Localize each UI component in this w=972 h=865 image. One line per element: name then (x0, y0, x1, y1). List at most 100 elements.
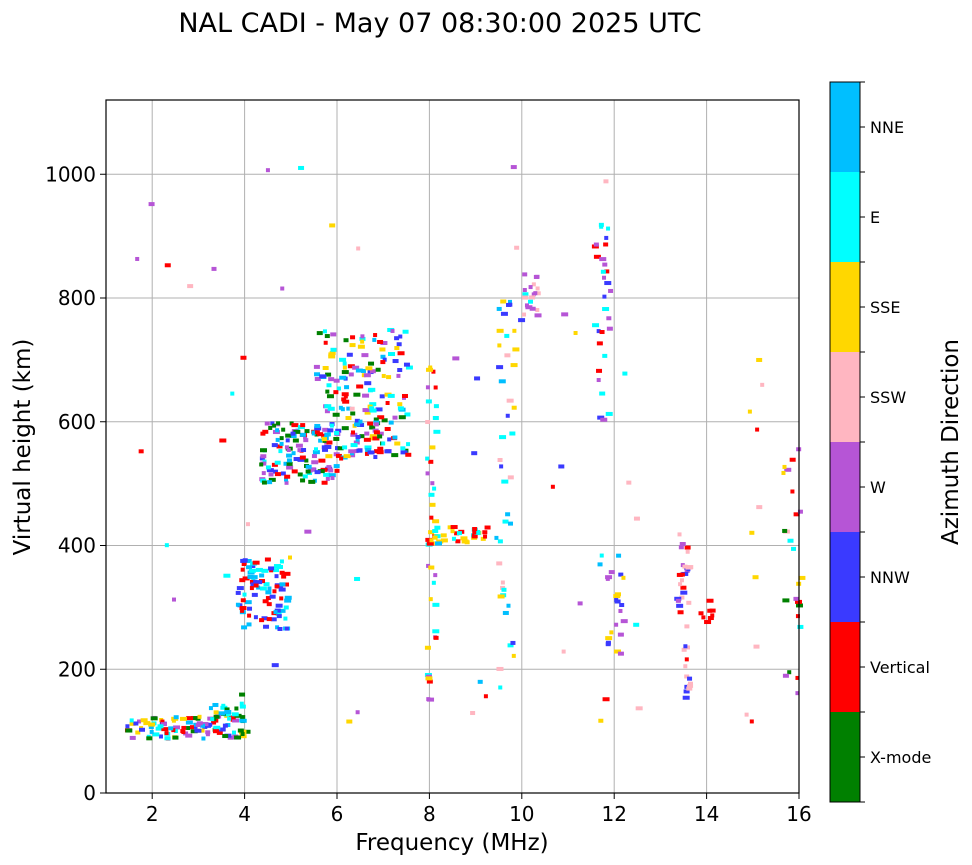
echo-point (400, 446, 406, 451)
echo-point (353, 440, 360, 445)
echo-point (522, 292, 529, 297)
echo-point (189, 725, 194, 730)
echo-point (561, 649, 566, 654)
echo-point (274, 584, 280, 589)
echo-point (220, 705, 228, 710)
echo-point (324, 432, 331, 437)
echo-point (505, 512, 511, 517)
echo-point (235, 590, 241, 595)
echo-point (201, 736, 206, 741)
echo-point (224, 710, 232, 715)
echo-point (529, 295, 536, 300)
echo-point (373, 430, 380, 435)
echo-point (171, 597, 176, 602)
echo-point (330, 347, 337, 352)
echo-point (406, 442, 411, 447)
colorbar: X-mode Vertical NNW W SSW SSE E NNE (829, 81, 931, 803)
echo-point (173, 715, 179, 720)
echo-point (279, 559, 284, 564)
echo-point (425, 419, 431, 424)
echo-point (752, 575, 759, 580)
echo-point (262, 599, 269, 604)
echo-point (596, 368, 603, 373)
echo-point (249, 579, 256, 584)
echo-point (218, 727, 226, 732)
echo-point (620, 619, 628, 624)
echo-point (328, 468, 334, 473)
y-tick-label: 1000 (45, 162, 96, 186)
echo-point (256, 585, 261, 590)
echo-point (787, 538, 794, 543)
echo-point (679, 542, 686, 547)
echo-point (125, 724, 130, 729)
echo-point (227, 716, 232, 721)
echo-point (322, 447, 329, 452)
echo-point (747, 409, 752, 414)
echo-point (470, 711, 476, 716)
echo-point (143, 721, 151, 726)
echo-point (510, 165, 517, 170)
colorbar-category-label: Vertical (870, 658, 930, 677)
echo-point (347, 364, 355, 369)
echo-point (135, 730, 141, 735)
echo-point (273, 610, 278, 615)
echo-point (617, 651, 624, 656)
echo-point (299, 455, 306, 460)
echo-point (324, 409, 330, 414)
echo-point (451, 536, 456, 541)
echo-point (263, 582, 270, 587)
echo-point (345, 416, 352, 421)
echo-point (531, 282, 536, 287)
colorbar-category-label: SSE (870, 298, 900, 317)
echo-point (190, 716, 198, 721)
echo-point (335, 428, 342, 433)
echo-point (297, 457, 305, 462)
echo-point (222, 734, 229, 739)
echo-point (432, 486, 437, 491)
echo-point (255, 567, 263, 572)
echo-point (434, 541, 442, 546)
echo-point (398, 334, 403, 339)
echo-point (432, 535, 438, 540)
echo-point (432, 415, 439, 420)
echo-point (323, 340, 328, 345)
echo-point (179, 716, 187, 721)
colorbar-segment (830, 82, 860, 172)
echo-point (790, 489, 795, 494)
echo-point (633, 622, 640, 627)
echo-point (676, 603, 684, 608)
echo-point (333, 436, 340, 441)
echo-point (373, 417, 379, 422)
echo-point (164, 736, 171, 741)
echo-point (605, 576, 610, 581)
echo-point (322, 427, 329, 432)
echo-point (760, 382, 765, 387)
echo-point (356, 246, 361, 251)
echo-point (351, 430, 356, 435)
echo-point (404, 412, 411, 417)
echo-point (158, 734, 163, 739)
echo-point (674, 596, 682, 601)
echo-point (377, 446, 384, 451)
echo-point (314, 426, 322, 431)
echo-point (275, 625, 280, 630)
echo-point (344, 385, 350, 390)
echo-point (797, 509, 803, 514)
echo-point (232, 718, 240, 723)
echo-point (635, 706, 643, 711)
echo-point (361, 353, 369, 358)
echo-point (626, 480, 632, 485)
echo-point (314, 377, 321, 382)
echo-point (281, 574, 287, 579)
echo-point (603, 242, 609, 247)
echo-point (247, 606, 253, 611)
echo-point (597, 415, 605, 420)
echo-point (496, 561, 503, 566)
echo-point (452, 356, 460, 361)
echo-point (230, 391, 235, 396)
echo-point (302, 474, 308, 479)
echo-point (499, 464, 504, 469)
echo-point (710, 613, 715, 618)
echo-point (497, 343, 502, 348)
echo-point (364, 431, 370, 436)
